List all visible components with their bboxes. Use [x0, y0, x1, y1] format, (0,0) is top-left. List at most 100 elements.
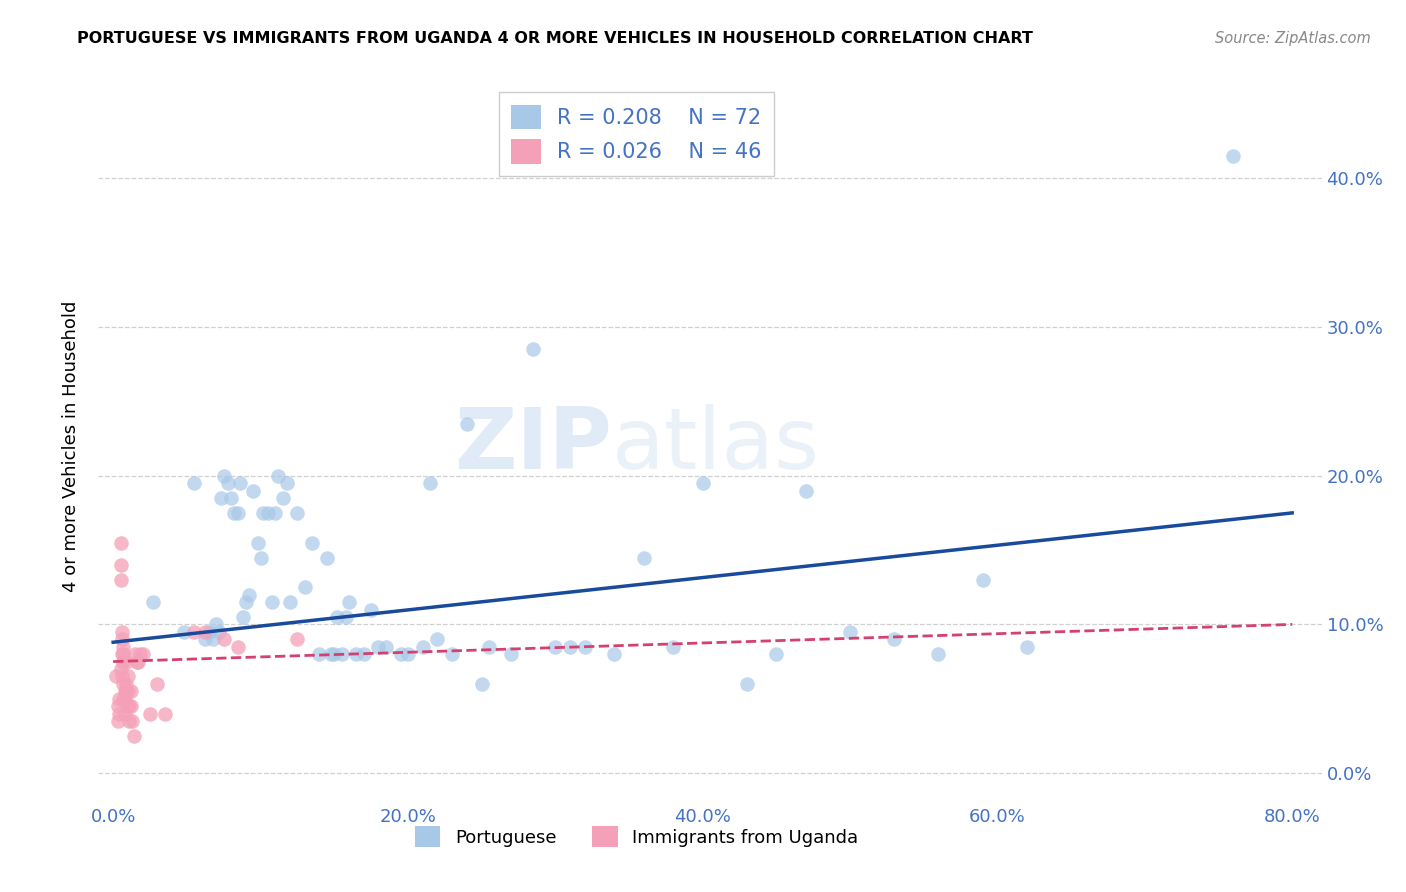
- Y-axis label: 4 or more Vehicles in Household: 4 or more Vehicles in Household: [62, 301, 80, 591]
- Point: [153, 706, 176, 721]
- Point: [235, 595, 257, 609]
- Point: [118, 714, 141, 728]
- Point: [209, 491, 232, 505]
- Point: [202, 632, 225, 647]
- Point: [456, 417, 478, 431]
- Point: [603, 647, 626, 661]
- Point: [183, 476, 205, 491]
- Point: [238, 588, 260, 602]
- Point: [471, 677, 494, 691]
- Text: Source: ZipAtlas.com: Source: ZipAtlas.com: [1215, 31, 1371, 46]
- Point: [287, 632, 309, 647]
- Point: [1222, 149, 1244, 163]
- Point: [478, 640, 501, 654]
- Point: [426, 632, 449, 647]
- Legend: Portuguese, Immigrants from Uganda: Portuguese, Immigrants from Uganda: [404, 815, 869, 858]
- Point: [108, 706, 131, 721]
- Point: [131, 647, 153, 661]
- Point: [107, 714, 129, 728]
- Point: [323, 647, 346, 661]
- Point: [111, 669, 134, 683]
- Point: [558, 640, 581, 654]
- Point: [574, 640, 596, 654]
- Point: [173, 624, 195, 639]
- Point: [205, 617, 228, 632]
- Point: [107, 699, 129, 714]
- Point: [111, 632, 134, 647]
- Point: [330, 647, 353, 661]
- Point: [321, 647, 343, 661]
- Point: [794, 483, 817, 498]
- Point: [389, 647, 412, 661]
- Point: [108, 691, 131, 706]
- Point: [114, 691, 136, 706]
- Point: [219, 491, 242, 505]
- Point: [544, 640, 567, 654]
- Point: [287, 506, 309, 520]
- Point: [883, 632, 905, 647]
- Point: [271, 491, 294, 505]
- Point: [212, 468, 235, 483]
- Point: [344, 647, 367, 661]
- Point: [229, 476, 252, 491]
- Point: [412, 640, 434, 654]
- Point: [142, 595, 165, 609]
- Point: [198, 624, 221, 639]
- Point: [765, 647, 787, 661]
- Point: [374, 640, 396, 654]
- Point: [183, 624, 205, 639]
- Point: [115, 677, 138, 691]
- Point: [120, 699, 142, 714]
- Point: [337, 595, 360, 609]
- Point: [662, 640, 685, 654]
- Point: [117, 684, 139, 698]
- Text: atlas: atlas: [612, 404, 820, 488]
- Point: [105, 669, 128, 683]
- Point: [125, 655, 148, 669]
- Point: [217, 476, 239, 491]
- Point: [120, 684, 142, 698]
- Point: [114, 706, 136, 721]
- Point: [193, 632, 215, 647]
- Point: [927, 647, 949, 661]
- Point: [139, 706, 162, 721]
- Point: [121, 714, 143, 728]
- Point: [499, 647, 522, 661]
- Point: [252, 506, 274, 520]
- Point: [117, 699, 139, 714]
- Point: [110, 558, 132, 572]
- Point: [127, 655, 149, 669]
- Point: [246, 535, 269, 549]
- Point: [124, 647, 146, 661]
- Point: [1015, 640, 1038, 654]
- Point: [232, 610, 254, 624]
- Point: [112, 655, 135, 669]
- Point: [735, 677, 758, 691]
- Point: [308, 647, 330, 661]
- Point: [112, 647, 135, 661]
- Point: [222, 506, 245, 520]
- Point: [692, 476, 714, 491]
- Point: [228, 640, 250, 654]
- Text: PORTUGUESE VS IMMIGRANTS FROM UGANDA 4 OR MORE VEHICLES IN HOUSEHOLD CORRELATION: PORTUGUESE VS IMMIGRANTS FROM UGANDA 4 O…: [77, 31, 1033, 46]
- Point: [228, 506, 250, 520]
- Point: [315, 550, 337, 565]
- Point: [146, 677, 169, 691]
- Point: [301, 535, 323, 549]
- Point: [972, 573, 994, 587]
- Point: [262, 595, 284, 609]
- Point: [278, 595, 301, 609]
- Point: [326, 610, 349, 624]
- Point: [117, 669, 139, 683]
- Point: [208, 624, 231, 639]
- Point: [111, 624, 134, 639]
- Point: [242, 483, 264, 498]
- Point: [267, 468, 290, 483]
- Point: [367, 640, 389, 654]
- Point: [112, 691, 135, 706]
- Point: [264, 506, 287, 520]
- Point: [249, 550, 271, 565]
- Point: [276, 476, 298, 491]
- Point: [110, 535, 132, 549]
- Point: [335, 610, 357, 624]
